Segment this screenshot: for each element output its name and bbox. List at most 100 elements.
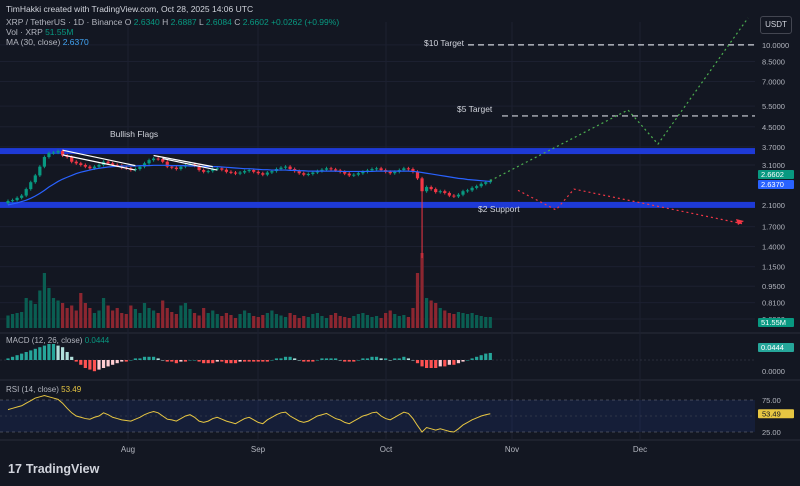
macd-histogram-bar [174, 360, 178, 364]
macd-histogram-bar [229, 360, 233, 364]
candle-body [111, 163, 115, 165]
macd-histogram-bar [397, 358, 401, 360]
candle-body [256, 171, 260, 174]
volume-bar [42, 273, 46, 328]
ma-legend[interactable]: MA (30, close) 2.6370 [6, 37, 89, 48]
candle-body [447, 192, 451, 196]
candle-body [215, 168, 219, 170]
candle-body [70, 157, 74, 162]
macd-legend[interactable]: MACD (12, 26, close) 0.0444 [6, 335, 109, 346]
macd-histogram-bar [238, 360, 242, 362]
volume-bar [352, 316, 356, 328]
macd-histogram-bar [479, 355, 483, 360]
candle-body [229, 171, 233, 173]
symbol-name[interactable]: XRP / TetherUS · 1D · Binance [6, 17, 123, 27]
ma-value: 2.6370 [62, 37, 89, 47]
candle-body [343, 171, 347, 174]
tradingview-logo-icon: 17 [8, 462, 22, 476]
candle-body [42, 157, 46, 167]
macd-histogram-bar [156, 358, 160, 360]
volume-bar [415, 273, 420, 328]
volume-bar [206, 313, 210, 328]
macd-histogram-bar [152, 356, 156, 360]
price-tick-label: 0.8100 [762, 299, 785, 308]
volume-bar [320, 316, 324, 328]
macd-histogram-bar [415, 360, 420, 364]
candle-body [479, 183, 483, 187]
macd-histogram-bar [161, 360, 165, 361]
volume-bar [484, 317, 488, 328]
candle-body [411, 169, 415, 172]
volume-bar [120, 313, 124, 328]
macd-histogram-bar [315, 360, 319, 361]
macd-pane [0, 344, 755, 372]
macd-histogram-bar [456, 360, 461, 364]
volume-bar [38, 290, 42, 328]
volume-legend[interactable]: Vol · XRP 51.55M [6, 27, 73, 38]
candle-body [220, 168, 224, 170]
macd-histogram-bar [461, 360, 465, 362]
macd-histogram-bar [74, 360, 78, 362]
macd-histogram-bar [384, 358, 388, 360]
volume-bar [311, 314, 315, 328]
volume-bar [261, 315, 265, 328]
volume-bar [15, 313, 19, 328]
candle-body [475, 186, 479, 188]
candle-body [197, 165, 201, 171]
price-tick-label: 8.5000 [762, 58, 785, 67]
volume-bar [288, 313, 292, 328]
candle-body [24, 189, 28, 196]
macd-histogram-bar [188, 360, 192, 361]
macd-histogram-bar [233, 360, 238, 364]
rsi-legend[interactable]: RSI (14, close) 53.49 [6, 384, 81, 395]
currency-button[interactable]: USDT [760, 16, 792, 34]
close-value: 2.6602 [242, 17, 269, 27]
macd-histogram-bar [352, 360, 356, 362]
macd-histogram-bar [38, 347, 42, 360]
target-5-label: $5 Target [457, 104, 493, 114]
volume-bar [129, 305, 133, 328]
macd-histogram-bar [83, 360, 87, 368]
macd-histogram-bar [320, 358, 324, 360]
volume-bar [106, 305, 110, 328]
moving-average-line [7, 164, 491, 206]
macd-histogram-bar [111, 360, 115, 365]
volume-bar [79, 293, 83, 328]
price-badge-label: 2.6370 [761, 180, 784, 189]
macd-badge-label: 0.0444 [761, 343, 784, 352]
volume-bar [338, 316, 342, 328]
volume-bars [6, 253, 492, 328]
volume-bar [425, 298, 429, 328]
open-value: 2.6340 [133, 17, 160, 27]
volume-bar [179, 305, 183, 328]
volume-bar [252, 316, 256, 328]
candle-body [83, 164, 87, 167]
target-lines [468, 44, 755, 117]
bullish-flag-lines [62, 149, 218, 171]
volume-bar [274, 314, 279, 328]
change-value: +0.0262 (+0.99%) [271, 17, 340, 27]
flag-line [153, 154, 213, 168]
volume-bar [429, 300, 433, 328]
high-label: H [162, 17, 169, 27]
volume-bar [24, 298, 28, 328]
macd-histogram-bar [425, 360, 429, 368]
close-label: C [234, 17, 241, 27]
candle-body [374, 168, 379, 170]
volume-bar [215, 314, 219, 328]
tradingview-brand[interactable]: 17 TradingView [8, 462, 99, 476]
volume-bar [56, 300, 60, 328]
volume-bar [384, 313, 388, 328]
volume-bar [365, 315, 370, 328]
candle-body [202, 170, 206, 172]
macd-histogram-bar [370, 356, 374, 360]
volume-bar [452, 314, 456, 328]
volume-bar [156, 313, 160, 328]
volume-bar [65, 308, 69, 328]
candle-body [97, 164, 101, 167]
macd-histogram-bar [51, 344, 56, 360]
symbol-legend[interactable]: XRP / TetherUS · 1D · Binance O 2.6340 H… [6, 17, 339, 28]
price-tick-label: 10.0000 [762, 41, 789, 50]
candle-body [379, 168, 383, 171]
volume-bar [315, 313, 319, 328]
